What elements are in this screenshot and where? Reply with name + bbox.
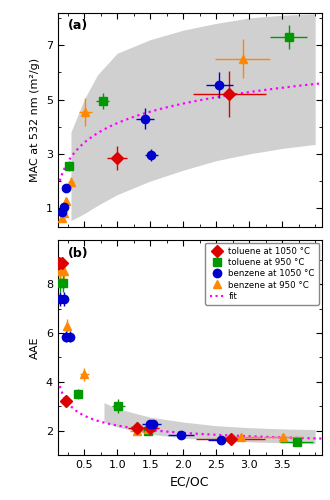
Y-axis label: AAE: AAE: [30, 336, 40, 359]
Text: (b): (b): [68, 246, 89, 260]
Text: (a): (a): [68, 19, 88, 32]
Y-axis label: MAC at 532 nm (m²/g): MAC at 532 nm (m²/g): [30, 58, 40, 182]
Legend: toluene at 1050 °C, toluene at 950 °C, benzene at 1050 °C, benzene at 950 °C, fi: toluene at 1050 °C, toluene at 950 °C, b…: [205, 243, 319, 305]
X-axis label: EC/OC: EC/OC: [170, 476, 210, 488]
